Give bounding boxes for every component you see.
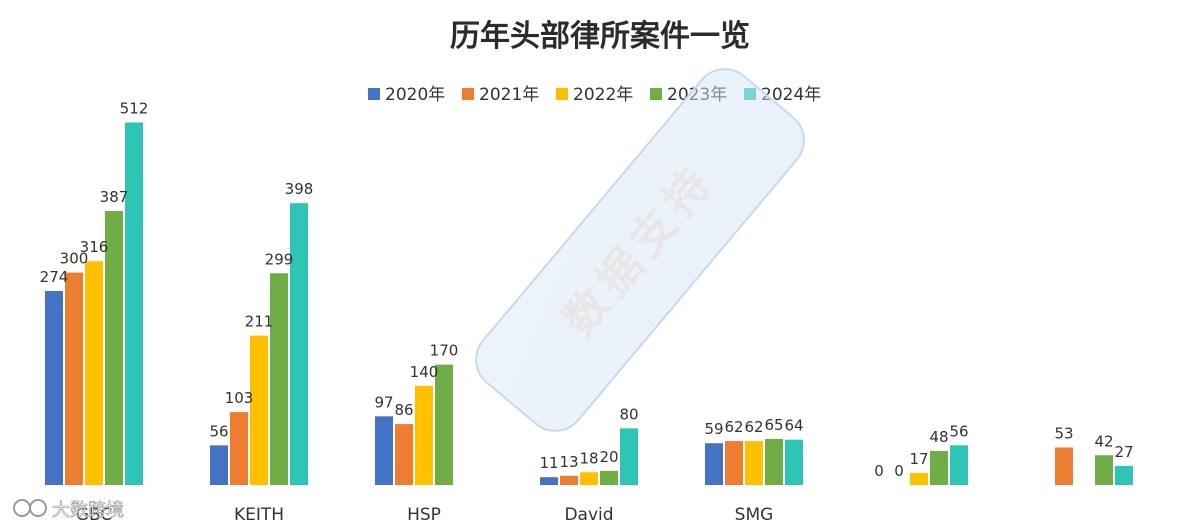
data-label: 274 — [40, 268, 69, 286]
data-label: 59 — [704, 420, 723, 438]
legend-label: 2022年 — [573, 85, 633, 105]
data-label: 13 — [559, 453, 578, 471]
data-label: 0 — [874, 462, 884, 480]
data-label: 512 — [120, 99, 149, 117]
bar — [765, 438, 783, 485]
bar — [705, 443, 723, 485]
bar — [435, 364, 453, 485]
bar — [1095, 455, 1113, 485]
data-label: 211 — [245, 313, 274, 331]
data-label: 65 — [764, 416, 783, 434]
legend-label: 2024年 — [761, 85, 821, 105]
category-label: SMG — [735, 505, 774, 525]
data-label: 64 — [784, 417, 803, 435]
bar — [785, 439, 803, 485]
legend-label: 2020年 — [385, 85, 445, 105]
bar — [950, 445, 968, 485]
data-label: 80 — [619, 405, 638, 423]
bar — [1055, 447, 1073, 485]
category-label: KEITH — [234, 505, 284, 525]
legend-label: 2021年 — [479, 85, 539, 105]
bar — [725, 441, 743, 485]
data-label: 103 — [225, 389, 254, 407]
legend-swatch — [368, 88, 380, 100]
data-label: 48 — [929, 428, 948, 446]
bar — [415, 385, 433, 485]
data-label: 299 — [265, 250, 294, 268]
data-label: 18 — [579, 449, 598, 467]
bar — [375, 416, 393, 485]
bar — [580, 472, 598, 485]
watermark-stamp: 数据支持 — [475, 68, 805, 432]
chart-title: 历年头部律所案件一览 — [450, 19, 750, 54]
data-label: 62 — [744, 418, 763, 436]
legend-swatch — [650, 88, 662, 100]
data-label: 398 — [285, 180, 314, 198]
logo-icon — [29, 499, 47, 517]
bar — [1115, 465, 1133, 485]
category-label: David — [564, 505, 613, 525]
data-label: 56 — [949, 422, 968, 440]
bar — [395, 424, 413, 485]
bar — [270, 273, 288, 485]
bar — [105, 210, 123, 485]
category-label: GBC — [76, 505, 112, 525]
data-label: 56 — [209, 422, 228, 440]
data-label: 97 — [374, 393, 393, 411]
data-label: 300 — [60, 250, 89, 268]
data-label: 27 — [1114, 443, 1133, 461]
bar — [210, 445, 228, 485]
data-label: 316 — [80, 238, 109, 256]
data-label: 62 — [724, 418, 743, 436]
corner-watermark: 大数跨境 — [13, 499, 124, 521]
category-axis-labels: GBC KEITH HSP David SMG — [76, 505, 774, 525]
bar — [540, 477, 558, 485]
data-label: 0 — [894, 462, 904, 480]
bar — [290, 203, 308, 485]
bar — [600, 470, 618, 485]
bar — [250, 335, 268, 485]
data-label: 140 — [410, 363, 439, 381]
bar — [745, 441, 763, 485]
bar — [930, 451, 948, 485]
bar — [560, 475, 578, 485]
legend-swatch — [462, 88, 474, 100]
logo-icon — [13, 499, 31, 517]
data-label: 387 — [100, 188, 129, 206]
bar — [910, 472, 928, 485]
bar — [45, 290, 63, 485]
data-label: 86 — [394, 401, 413, 419]
bar — [230, 412, 248, 485]
legend-swatch — [556, 88, 568, 100]
corner-watermark-text: 大数跨境 — [52, 500, 124, 521]
data-label: 53 — [1054, 424, 1073, 442]
data-label: 170 — [430, 342, 459, 360]
bar — [620, 428, 638, 485]
bar — [85, 261, 103, 485]
bar — [125, 122, 143, 485]
data-label: 11 — [539, 454, 558, 472]
data-label: 42 — [1094, 432, 1113, 450]
data-label: 20 — [599, 448, 618, 466]
category-label: HSP — [407, 505, 441, 525]
bar-series-group — [45, 122, 1133, 485]
data-label: 17 — [909, 450, 928, 468]
bar — [65, 272, 83, 485]
